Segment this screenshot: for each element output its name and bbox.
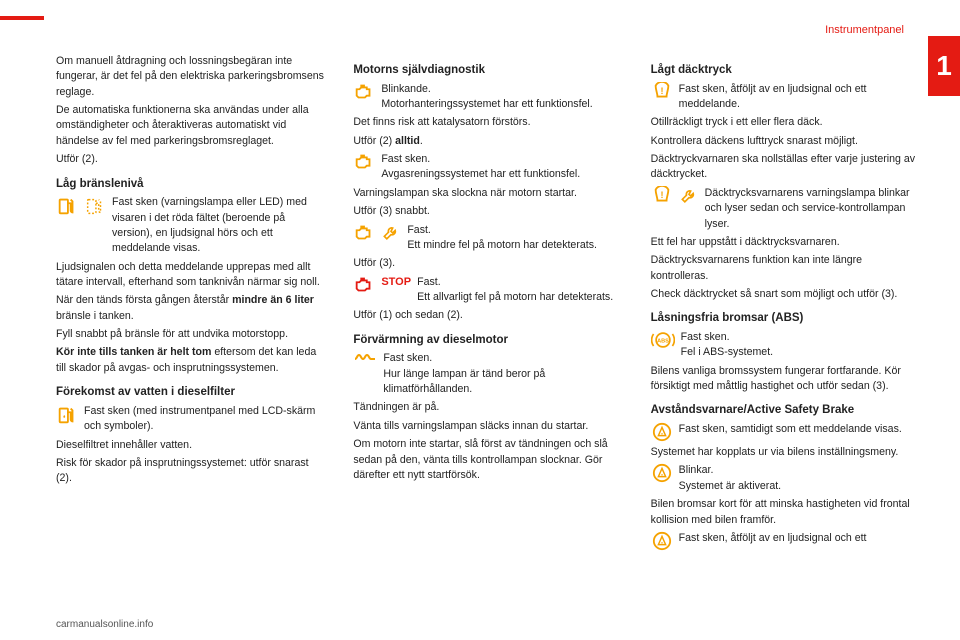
stop-icon: STOP xyxy=(381,275,411,291)
para: Utför (2) alltid. xyxy=(353,134,622,149)
icon-text: Fast.Ett mindre fel på motorn har detekt… xyxy=(407,223,622,254)
column-1: Om manuell åtdragning och lossningsbegär… xyxy=(56,54,325,584)
footer: carmanualsonline.info xyxy=(56,619,920,630)
para: Utför (1) och sedan (2). xyxy=(353,308,622,323)
icon-row: Fast sken (med instrumentpanel med LCD-s… xyxy=(56,404,325,435)
heading-low-tyre: Lågt däcktryck xyxy=(651,62,920,79)
chapter-number: 1 xyxy=(936,50,952,82)
icon-text: Fast sken (varningslampa eller LED) med … xyxy=(112,195,325,256)
icon-text: Fast sken (med instrumentpanel med LCD-s… xyxy=(84,404,325,435)
wrench-icon xyxy=(679,186,699,206)
para: Däcktrycksvarnarens funktion kan inte lä… xyxy=(651,253,920,284)
icon-row: Fast sken.Hur länge lampan är tänd beror… xyxy=(353,351,622,397)
heading-abs: Låsningsfria bromsar (ABS) xyxy=(651,310,920,327)
para: Vänta tills varningslampan släcks innan … xyxy=(353,419,622,434)
icon-text: Däcktrycksvarnarens varningslampa blinka… xyxy=(705,186,920,232)
collision-warning-icon xyxy=(651,422,673,442)
abs-icon: ABS xyxy=(651,330,675,350)
icon-row: Fast sken.Avgasreningssystemet har ett f… xyxy=(353,152,622,183)
tyre-pressure-icon: ! xyxy=(651,186,673,206)
heading-engine-diag: Motorns självdiagnostik xyxy=(353,62,622,79)
icon-text: Fast sken, åtföljt av en ljudsignal och … xyxy=(679,82,920,113)
para: Check däcktrycket så snart som möjligt o… xyxy=(651,287,920,302)
water-in-diesel-icon xyxy=(56,404,78,426)
para: Om motorn inte startar, slå först av tän… xyxy=(353,437,622,483)
dashed-fuel-icon xyxy=(84,195,106,217)
para: Utför (3) snabbt. xyxy=(353,204,622,219)
icon-row: Fast sken, åtföljt av en ljudsignal och … xyxy=(651,531,920,551)
icon-row: Blinkande.Motorhanteringssystemet har et… xyxy=(353,82,622,113)
tyre-pressure-icon: ! xyxy=(651,82,673,102)
para: Ett fel har uppstått i däcktrycksvarnare… xyxy=(651,235,920,250)
heading-low-fuel: Låg bränslenivå xyxy=(56,176,325,193)
para: Bilen bromsar kort för att minska hastig… xyxy=(651,497,920,528)
fuel-pump-icon xyxy=(56,195,78,217)
para: De automatiska funktionerna ska användas… xyxy=(56,103,325,149)
para: Ljudsignalen och detta meddelande upprep… xyxy=(56,260,325,291)
engine-icon xyxy=(353,275,375,295)
icon-text: Fast sken.Hur länge lampan är tänd beror… xyxy=(383,351,622,397)
para: Tändningen är på. xyxy=(353,400,622,415)
collision-warning-icon xyxy=(651,463,673,483)
column-3: Lågt däcktryck ! Fast sken, åtföljt av e… xyxy=(651,54,920,584)
icon-row: Blinkar.Systemet är aktiverat. xyxy=(651,463,920,494)
para: Otillräckligt tryck i ett eller flera dä… xyxy=(651,115,920,130)
collision-warning-icon xyxy=(651,531,673,551)
para: Kontrollera däckens lufttryck snarast mö… xyxy=(651,134,920,149)
para: Fyll snabbt på bränsle för att undvika m… xyxy=(56,327,325,342)
svg-text:!: ! xyxy=(660,85,663,95)
icon-text: Fast sken.Avgasreningssystemet har ett f… xyxy=(381,152,622,183)
svg-text:!: ! xyxy=(660,190,663,200)
icon-row: Fast sken, samtidigt som ett meddelande … xyxy=(651,422,920,442)
icon-text: Fast sken, samtidigt som ett meddelande … xyxy=(679,422,920,437)
section-header: Instrumentpanel xyxy=(825,24,904,36)
heading-active-safety-brake: Avståndsvarnare/Active Safety Brake xyxy=(651,402,920,419)
heading-diesel-water: Förekomst av vatten i dieselfilter xyxy=(56,384,325,401)
icon-row: ! Däcktrycksvarnarens varningslampa blin… xyxy=(651,186,920,232)
icon-text: Fast.Ett allvarligt fel på motorn har de… xyxy=(417,275,623,306)
icon-row: ! Fast sken, åtföljt av en ljudsignal oc… xyxy=(651,82,920,113)
footer-site: carmanualsonline.info xyxy=(56,619,153,630)
para: Däcktryckvarnaren ska nollställas efter … xyxy=(651,152,920,183)
para: Systemet har kopplats ur via bilens inst… xyxy=(651,445,920,460)
chapter-tab: 1 xyxy=(928,36,960,96)
wrench-icon xyxy=(381,223,401,243)
icon-text: Blinkar.Systemet är aktiverat. xyxy=(679,463,920,494)
engine-icon xyxy=(353,82,375,102)
svg-text:ABS: ABS xyxy=(657,339,669,345)
page: Instrumentpanel 1 Om manuell åtdragning … xyxy=(0,0,960,640)
para: Dieselfiltret innehåller vatten. xyxy=(56,438,325,453)
para: Bilens vanliga bromssystem fungerar fort… xyxy=(651,364,920,395)
para: Det finns risk att katalysatorn förstörs… xyxy=(353,115,622,130)
icon-row: ABS Fast sken.Fel i ABS-systemet. xyxy=(651,330,920,361)
icon-row: Fast sken (varningslampa eller LED) med … xyxy=(56,195,325,256)
accent-bar xyxy=(0,16,44,20)
para: Om manuell åtdragning och lossningsbegär… xyxy=(56,54,325,100)
columns: Om manuell åtdragning och lossningsbegär… xyxy=(56,24,920,584)
para: Utför (2). xyxy=(56,152,325,167)
icon-text: Fast sken, åtföljt av en ljudsignal och … xyxy=(679,531,920,546)
engine-icon xyxy=(353,152,375,172)
heading-diesel-preheat: Förvärmning av dieselmotor xyxy=(353,332,622,349)
para: Utför (3). xyxy=(353,256,622,271)
engine-icon xyxy=(353,223,375,243)
icon-text: Fast sken.Fel i ABS-systemet. xyxy=(681,330,920,361)
icon-text: Blinkande.Motorhanteringssystemet har et… xyxy=(381,82,622,113)
para: Risk för skador på insprutningssystemet:… xyxy=(56,456,325,487)
icon-row: Fast.Ett mindre fel på motorn har detekt… xyxy=(353,223,622,254)
para: Kör inte tills tanken är helt tom efters… xyxy=(56,345,325,376)
glow-plug-icon xyxy=(353,351,377,367)
para: När den tänds första gången återstår min… xyxy=(56,293,325,324)
column-2: Motorns självdiagnostik Blinkande.Motorh… xyxy=(353,54,622,584)
icon-row: STOP Fast.Ett allvarligt fel på motorn h… xyxy=(353,275,622,306)
para: Varningslampan ska slockna när motorn st… xyxy=(353,186,622,201)
